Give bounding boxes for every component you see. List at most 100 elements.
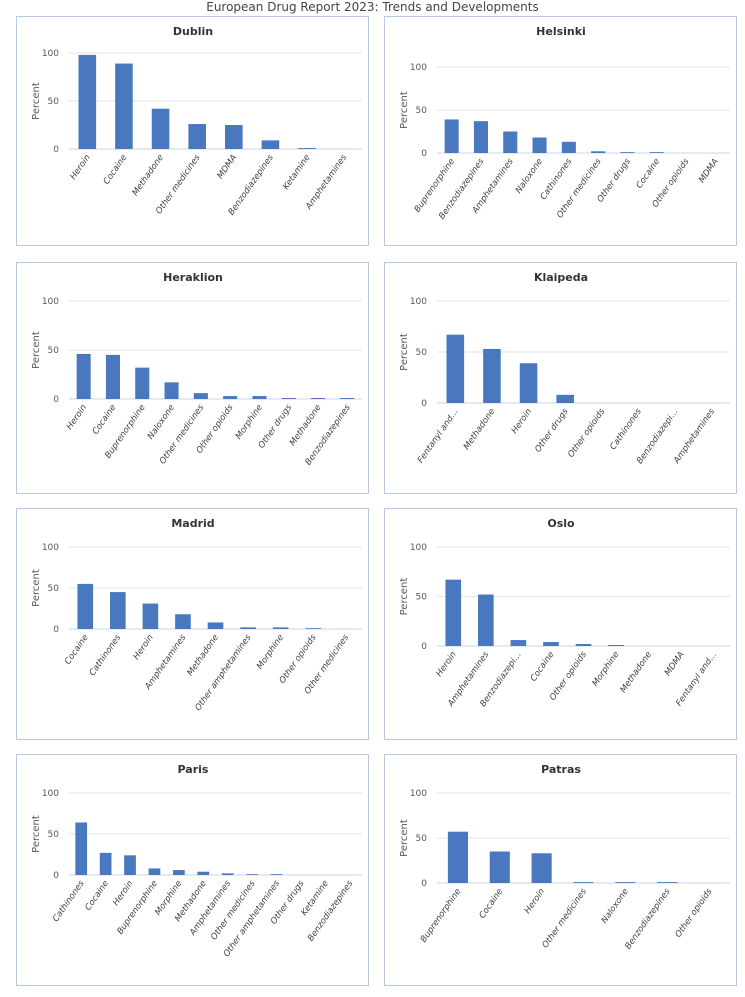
x-tick-label: MDMA <box>697 157 721 185</box>
x-tick-label: Morphine <box>234 403 265 441</box>
x-tick-label: Benzodiazepines <box>623 887 673 952</box>
y-tick-label: 0 <box>53 395 59 405</box>
y-tick-label: 0 <box>53 145 59 155</box>
bar-other-opioids <box>305 628 321 629</box>
bar-heroin <box>142 603 159 629</box>
bar-cocaine <box>543 642 559 646</box>
y-axis-label: Percent <box>31 815 42 853</box>
document-title: European Drug Report 2023: Trends and De… <box>206 0 539 14</box>
y-tick-label: 100 <box>42 49 59 59</box>
x-tick-label: Other opioids <box>566 407 607 460</box>
chart-patras: Patras 0 50 100 Percent Buprenorphine Cocaine H… <box>399 763 730 952</box>
y-tick-label: 50 <box>416 593 428 603</box>
chart-title: Oslo <box>547 517 575 530</box>
y-tick-label: 100 <box>410 63 427 73</box>
x-tick-label: Other medicines <box>209 879 258 943</box>
bar-morphine <box>252 396 267 399</box>
chart-panel-patras: Patras 0 50 100 Percent Buprenorphine Cocaine H… <box>384 754 737 986</box>
bar-heroin <box>124 855 136 875</box>
x-tick-label: Heroin <box>510 407 534 436</box>
y-tick-label: 100 <box>42 789 59 799</box>
x-tick-label: Other opioids <box>674 887 715 940</box>
chart-panel-klaipeda: Klaipeda 0 50 100 Percent Fentanyl and… Methad… <box>384 262 737 494</box>
y-axis-label: Percent <box>31 569 42 607</box>
chart-panel-helsinki: Helsinki 0 50 100 Percent Buprenorphine Benzod… <box>384 16 737 246</box>
bar-methadone <box>311 398 326 399</box>
bar-benzodiazepines <box>340 398 355 399</box>
y-tick-label: 0 <box>421 399 427 409</box>
bar-heroin <box>519 363 538 403</box>
x-tick-label: Morphine <box>255 633 286 671</box>
bar-heroin <box>76 353 91 399</box>
x-tick-label: Heroin <box>523 887 547 916</box>
x-tick-label: Naloxone <box>514 157 545 195</box>
y-tick-label: 100 <box>410 789 427 799</box>
bar-buprenorphine <box>444 119 459 153</box>
bar-amphetamines <box>478 594 494 646</box>
y-tick-label: 50 <box>48 584 60 594</box>
x-tick-label: Cocaine <box>102 153 130 187</box>
bar-methadone <box>207 622 224 629</box>
bar-buprenorphine <box>148 868 161 875</box>
bar-other-drugs <box>556 394 574 403</box>
bar-morphine <box>608 645 624 646</box>
chart-title: Patras <box>541 763 581 776</box>
chart-title: Helsinki <box>536 25 586 38</box>
bar-cocaine <box>105 354 120 399</box>
bar-heroin <box>531 853 552 883</box>
chart-helsinki: Helsinki050100PercentBuprenorphineBenzod… <box>399 25 730 221</box>
x-tick-label: Methadone <box>619 650 655 695</box>
bar-morphine <box>173 870 185 875</box>
x-tick-label: Heroin <box>434 650 458 679</box>
bar-cocaine <box>489 851 510 883</box>
y-axis-label: Percent <box>31 82 42 120</box>
x-tick-label: Cocaine <box>478 887 506 921</box>
bar-other-amphetamines <box>270 874 283 875</box>
bar-cathinones <box>561 141 576 153</box>
chart-title: Klaipeda <box>534 271 588 284</box>
bar-other-medicines <box>573 882 594 883</box>
x-tick-label: Cocaine <box>91 403 119 437</box>
bar-benzodiazepi- <box>510 640 527 646</box>
x-tick-label: Methadone <box>130 153 166 198</box>
bar-cocaine <box>649 152 664 153</box>
bar-cocaine <box>77 583 94 629</box>
bar-mdma <box>225 125 243 149</box>
x-tick-label: Cocaine <box>63 633 91 667</box>
bar-methadone <box>197 871 210 875</box>
bar-naloxone <box>615 882 636 883</box>
x-tick-label: MDMA <box>216 153 240 181</box>
y-tick-label: 50 <box>48 346 60 356</box>
bar-other-amphetamines <box>240 627 256 629</box>
y-tick-label: 100 <box>42 543 59 553</box>
y-tick-label: 0 <box>53 625 59 635</box>
x-tick-label: Heroin <box>132 633 156 662</box>
x-tick-label: Ketamine <box>281 153 312 192</box>
bar-amphetamines <box>503 131 518 153</box>
chart-title: Heraklion <box>163 271 223 284</box>
y-axis-label: Percent <box>399 333 410 371</box>
x-tick-label: Cocaine <box>529 650 557 684</box>
bar-naloxone <box>532 137 547 153</box>
bar-amphetamines <box>175 614 191 629</box>
bar-benzodiazepines <box>657 882 678 883</box>
bar-other-medicines <box>246 874 258 875</box>
bar-naloxone <box>164 382 179 399</box>
chart-klaipeda: Klaipeda 0 50 100 Percent Fentanyl and… Methad… <box>399 271 730 466</box>
x-tick-label: Methadone <box>462 407 498 452</box>
bar-cathinones <box>75 822 88 875</box>
chart-panel-dublin: Dublin 0 50 100 Percent Heroin Cocaine Methadon… <box>16 16 369 246</box>
bar-other-medicines <box>591 151 606 153</box>
x-tick-label: Methadone <box>185 633 221 678</box>
bar-other-medicines <box>188 124 206 149</box>
bar-buprenorphine <box>135 367 150 399</box>
x-tick-label: Other amphetamines <box>193 633 253 713</box>
y-tick-label: 50 <box>48 97 60 107</box>
chart-title: Paris <box>178 763 209 776</box>
bar-other-medicines <box>193 393 208 399</box>
y-axis-label: Percent <box>31 331 42 369</box>
y-tick-label: 0 <box>421 149 427 159</box>
bar-cocaine <box>115 63 133 150</box>
